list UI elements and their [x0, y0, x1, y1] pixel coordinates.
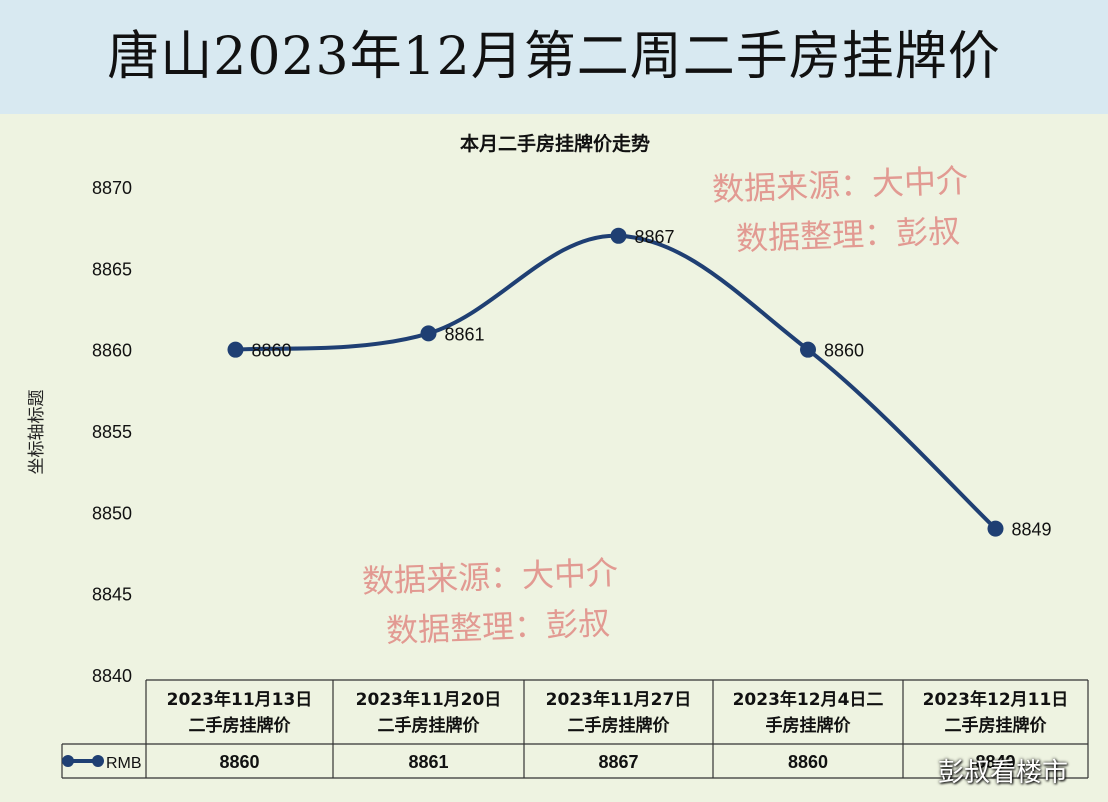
data-label: 8860	[252, 341, 292, 361]
watermark-source-top: 数据来源：大中介	[711, 161, 969, 209]
y-tick-label: 8850	[92, 503, 132, 523]
legend-marker	[62, 755, 74, 767]
y-tick-label: 8860	[92, 341, 132, 361]
x-category-label: 二手房挂牌价	[945, 715, 1048, 736]
y-tick-label: 8855	[92, 422, 132, 442]
table-value-cell: 8860	[788, 752, 828, 772]
data-label: 8861	[445, 324, 485, 344]
y-tick-label: 8870	[92, 178, 132, 198]
x-category-label: 2023年12月11日	[923, 689, 1069, 710]
x-category-label: 2023年12月4日二	[733, 689, 884, 710]
data-label: 8860	[824, 341, 864, 361]
author-credit: 彭叔看楼市	[938, 758, 1069, 788]
x-category-label: 2023年11月27日	[546, 689, 692, 710]
data-point	[420, 325, 437, 342]
chart-title: 本月二手房挂牌价走势	[460, 132, 650, 155]
table-value-cell: 8860	[219, 752, 259, 772]
x-category-label: 2023年11月20日	[356, 689, 502, 710]
series-line-rmb	[233, 233, 998, 531]
y-tick-label: 8865	[92, 259, 132, 279]
watermark-editor-bottom: 数据整理：彭叔	[385, 604, 611, 650]
page-title: 唐山2023年12月第二周二手房挂牌价	[107, 27, 1001, 87]
table-value-cell: 8867	[598, 752, 638, 772]
x-category-label: 手房挂牌价	[766, 715, 852, 736]
data-point	[610, 227, 627, 244]
x-category-label: 二手房挂牌价	[189, 715, 292, 736]
legend-series-name: RMB	[106, 755, 142, 772]
watermark-editor-top: 数据整理：彭叔	[735, 212, 961, 258]
title-banner: 唐山2023年12月第二周二手房挂牌价	[0, 0, 1108, 114]
data-point	[800, 341, 816, 358]
table-value-cell: 8849	[975, 752, 1015, 772]
data-point	[227, 341, 244, 358]
data-label: 8867	[635, 227, 675, 247]
legend-marker	[92, 755, 104, 767]
x-category-label: 2023年11月13日	[167, 689, 313, 710]
y-tick-label: 8845	[92, 585, 132, 605]
watermark-source-bottom: 数据来源：大中介	[361, 553, 619, 601]
y-axis-title: 坐标轴标题	[27, 390, 47, 475]
x-category-label: 二手房挂牌价	[568, 715, 671, 736]
data-point	[987, 520, 1004, 537]
data-label: 8849	[1012, 520, 1052, 540]
table-value-cell: 8861	[408, 752, 448, 772]
y-tick-label: 8840	[92, 666, 132, 686]
x-category-label: 二手房挂牌价	[378, 715, 481, 736]
